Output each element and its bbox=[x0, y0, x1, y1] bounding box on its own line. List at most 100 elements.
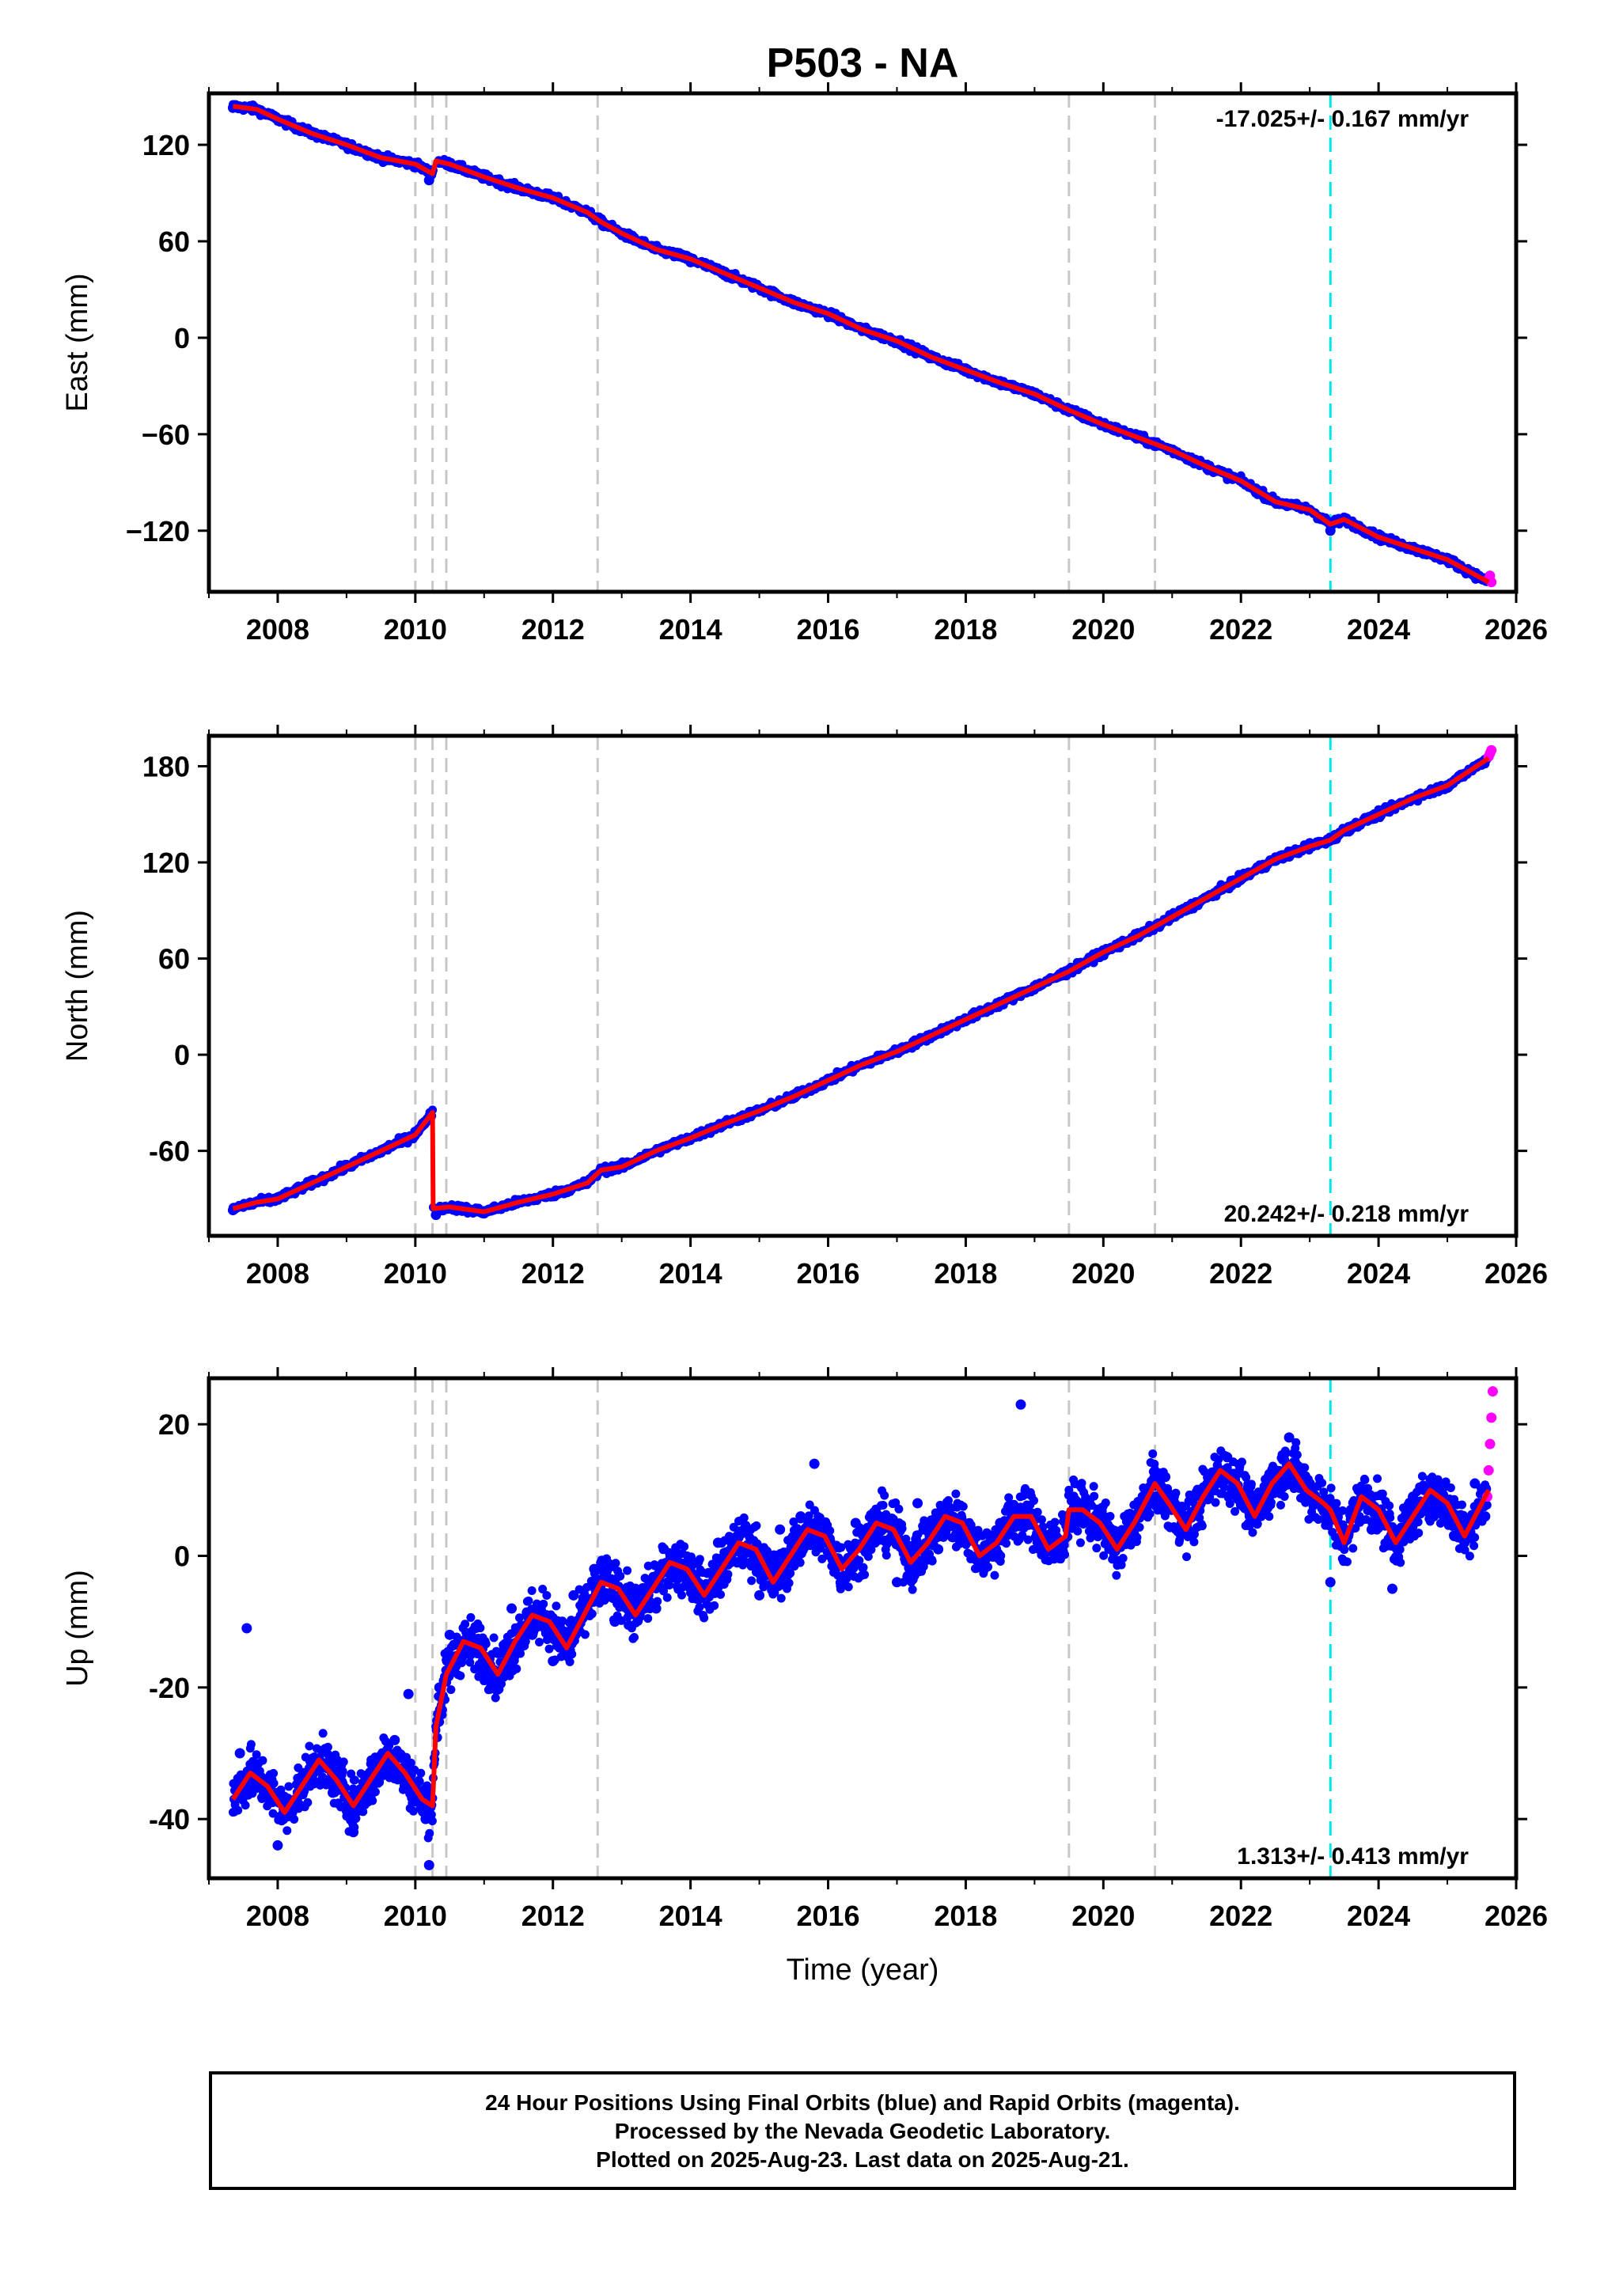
x-tick-label: 2026 bbox=[1485, 1257, 1548, 1290]
y-tick-label: 120 bbox=[142, 129, 190, 161]
x-tick-label: 2014 bbox=[659, 613, 722, 646]
x-tick-label: 2024 bbox=[1347, 613, 1410, 646]
final-orbit-point bbox=[350, 1775, 359, 1785]
final-orbit-point bbox=[406, 1758, 415, 1767]
final-orbit-point bbox=[489, 1633, 499, 1642]
final-orbit-point bbox=[659, 1586, 669, 1596]
final-orbit-point bbox=[710, 1601, 719, 1610]
final-orbit-point bbox=[233, 1805, 243, 1815]
x-tick-label: 2012 bbox=[521, 1257, 585, 1290]
final-orbit-point bbox=[368, 1796, 377, 1805]
final-orbit-point bbox=[567, 1650, 577, 1659]
final-orbit-point bbox=[423, 175, 434, 186]
final-orbit-point bbox=[347, 1807, 357, 1817]
y-axis-label: East (mm) bbox=[61, 273, 94, 411]
final-orbit-point bbox=[677, 1590, 687, 1600]
y-tick-label: 120 bbox=[142, 847, 190, 879]
x-tick-label: 2010 bbox=[384, 1257, 447, 1290]
final-orbit-point bbox=[558, 1616, 567, 1626]
final-orbit-point bbox=[512, 1664, 521, 1673]
final-orbit-point bbox=[1325, 525, 1336, 536]
x-tick-label: 2022 bbox=[1209, 1257, 1272, 1290]
x-tick-label: 2016 bbox=[796, 613, 859, 646]
final-orbit-point bbox=[580, 1630, 590, 1639]
y-tick-label: −60 bbox=[142, 419, 190, 451]
final-orbit-point bbox=[456, 1671, 465, 1680]
final-orbit-point bbox=[491, 1693, 500, 1703]
final-orbit-point bbox=[643, 1614, 653, 1623]
x-tick-label: 2010 bbox=[384, 613, 447, 646]
y-tick-label: 0 bbox=[174, 1039, 190, 1071]
x-tick-label: 2018 bbox=[934, 1257, 997, 1290]
y-tick-label: -60 bbox=[149, 1135, 190, 1168]
x-tick-label: 2012 bbox=[521, 613, 585, 646]
x-tick-label: 2024 bbox=[1347, 1257, 1410, 1290]
final-orbit-point bbox=[616, 1571, 625, 1581]
final-orbit-point bbox=[552, 1601, 561, 1611]
y-tick-label: 60 bbox=[158, 225, 190, 258]
final-orbit-point bbox=[276, 1785, 286, 1794]
final-orbit-point bbox=[258, 1756, 267, 1765]
final-orbit-point bbox=[497, 1679, 506, 1688]
final-orbit-point bbox=[283, 1826, 292, 1836]
final-orbit-point bbox=[465, 1658, 475, 1667]
final-orbit-point bbox=[542, 1590, 552, 1600]
final-orbit-point bbox=[338, 1767, 347, 1776]
final-orbit-point bbox=[430, 1210, 442, 1221]
final-orbit-point bbox=[284, 1782, 294, 1791]
final-orbit-point bbox=[700, 1613, 709, 1623]
final-orbit-point bbox=[623, 1566, 632, 1575]
final-orbit-point bbox=[723, 1570, 733, 1579]
final-orbit-point bbox=[241, 1801, 250, 1810]
y-tick-label: 180 bbox=[142, 750, 190, 782]
final-orbit-point bbox=[408, 1806, 418, 1816]
y-tick-label: 0 bbox=[174, 322, 190, 354]
final-orbit-point bbox=[339, 1757, 348, 1767]
final-orbit-point bbox=[662, 1593, 672, 1602]
final-orbit-point bbox=[565, 1657, 574, 1666]
panels: 2008 2010 2012 2014 2016 2018 2020 2022 2024 2026… bbox=[61, 82, 1548, 1987]
final-orbit-point bbox=[461, 1620, 470, 1629]
final-orbit-point bbox=[476, 1623, 485, 1633]
plot-frame bbox=[207, 91, 1519, 594]
final-orbit-point bbox=[524, 1596, 533, 1605]
final-orbit-point bbox=[535, 1637, 544, 1646]
final-orbit-point bbox=[305, 1741, 314, 1751]
y-tick-label: −120 bbox=[126, 515, 190, 547]
final-orbit-point bbox=[630, 1632, 639, 1642]
rate-label: 20.242+/- 0.218 mm/yr bbox=[1224, 1201, 1469, 1227]
model-line bbox=[233, 104, 1490, 585]
x-tick-label: 2020 bbox=[1071, 613, 1135, 646]
final-orbit-point bbox=[425, 1828, 434, 1838]
y-tick-label: 60 bbox=[158, 943, 190, 976]
final-orbit-point bbox=[466, 1612, 476, 1622]
figure-title: P503 - NA bbox=[767, 40, 959, 86]
final-orbit-point bbox=[538, 1585, 548, 1594]
x-tick-label: 2016 bbox=[796, 1257, 859, 1290]
final-orbit-point bbox=[521, 1637, 530, 1646]
final-orbit-point bbox=[316, 1780, 325, 1790]
panel-2: 2008 2010 2012 2014 2016 2018 2020 2022 2024 2026… bbox=[61, 725, 1548, 1290]
model-line bbox=[232, 756, 1490, 1214]
x-tick-label: 2026 bbox=[1485, 613, 1548, 646]
panel-1: 2008 2010 2012 2014 2016 2018 2020 2022 2024 2026… bbox=[61, 82, 1548, 646]
final-orbit-point bbox=[446, 1685, 456, 1695]
x-tick-label: 2022 bbox=[1209, 613, 1272, 646]
plot-frame bbox=[207, 733, 1519, 1238]
final-orbit-point bbox=[246, 1740, 256, 1749]
final-orbit-point bbox=[415, 1777, 424, 1786]
final-orbit-point bbox=[716, 1589, 726, 1599]
final-orbit-point bbox=[516, 1649, 525, 1658]
final-orbit-point bbox=[269, 1768, 279, 1778]
panel-3: 2008 2010 2012 2014 2016 2018 2020 2022 2024 2026… bbox=[61, 1367, 1548, 1987]
final-orbit-point bbox=[457, 1653, 467, 1662]
x-tick-label: 2014 bbox=[659, 1257, 722, 1290]
final-orbit-point bbox=[587, 1609, 597, 1619]
final-orbit-point bbox=[358, 1807, 368, 1817]
final-orbit-point bbox=[611, 1559, 620, 1568]
x-tick-label: 2008 bbox=[246, 613, 309, 646]
final-orbit-point bbox=[290, 1815, 299, 1824]
final-orbit-point bbox=[481, 1639, 491, 1649]
final-orbit-point bbox=[252, 1750, 261, 1760]
final-orbit-point bbox=[318, 1729, 328, 1738]
